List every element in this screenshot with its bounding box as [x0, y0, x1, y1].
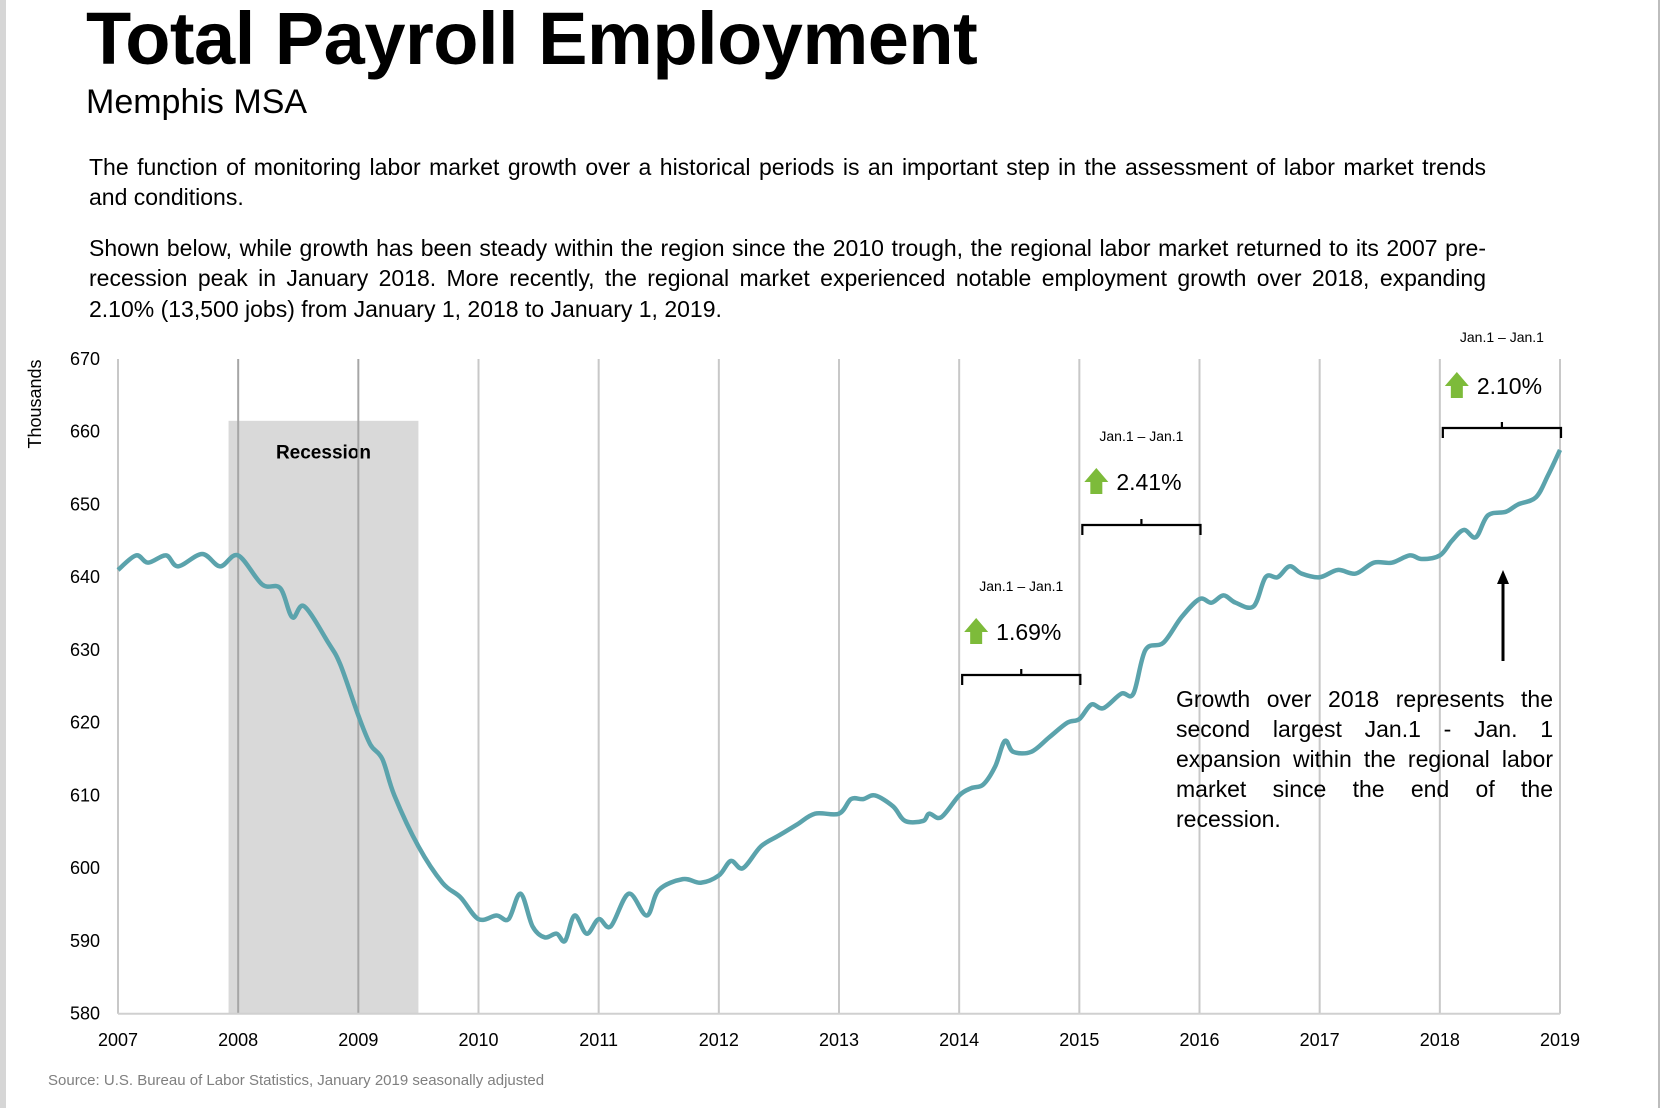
x-tick-label: 2014: [939, 1030, 979, 1050]
y-tick-label: 650: [70, 494, 100, 514]
intro-paragraph: The function of monitoring labor market …: [89, 154, 1486, 211]
x-tick-label: 2010: [458, 1030, 498, 1050]
y-axis-label: Thousands: [25, 359, 45, 448]
x-tick-label: 2012: [699, 1030, 739, 1050]
annotation-period: Jan.1 – Jan.1: [1460, 329, 1544, 345]
annotation-bracket: [1441, 422, 1563, 438]
x-tick-label: 2015: [1059, 1030, 1099, 1050]
growth-annotation: Jan.1 – Jan.1 2.41%: [1081, 428, 1202, 535]
vertical-arrow: [1497, 570, 1509, 661]
up-arrow-icon: [1084, 468, 1109, 494]
x-tick-label: 2013: [819, 1030, 859, 1050]
summary-paragraph: Shown below, while growth has been stead…: [89, 235, 1486, 322]
x-tick-label: 2019: [1540, 1030, 1580, 1050]
up-arrow-icon: [964, 618, 989, 644]
growth-note: Growth over 2018 represents the second l…: [1176, 686, 1553, 832]
growth-annotation: Jan.1 – Jan.1 1.69%: [961, 578, 1082, 685]
x-tick-label: 2007: [98, 1030, 138, 1050]
left-border: [0, 0, 6, 1108]
annotation-change: 2.41%: [1116, 469, 1181, 495]
x-tick-label: 2011: [579, 1030, 618, 1050]
page-subtitle: Memphis MSA: [86, 83, 308, 121]
page-title: Total Payroll Employment: [86, 0, 978, 80]
growth-annotation: Jan.1 – Jan.1 2.10%: [1441, 329, 1563, 438]
x-tick-label: 2009: [338, 1030, 378, 1050]
annotation-change: 2.10%: [1477, 373, 1542, 399]
y-tick-label: 590: [70, 931, 100, 951]
y-tick-label: 600: [70, 858, 100, 878]
annotation-bracket: [1081, 519, 1202, 535]
y-tick-label: 660: [70, 422, 100, 442]
recession-band: [228, 420, 419, 1014]
x-tick-label: 2008: [218, 1030, 258, 1050]
up-arrow-icon: [1444, 372, 1469, 398]
y-tick-label: 630: [70, 640, 100, 660]
y-tick-label: 640: [70, 567, 100, 587]
annotation-period: Jan.1 – Jan.1: [1099, 428, 1183, 444]
x-tick-label: 2018: [1420, 1030, 1460, 1050]
y-tick-label: 620: [70, 713, 100, 733]
recession-label: Recession: [276, 443, 371, 464]
annotation-bracket: [961, 669, 1082, 685]
source-note: Source: U.S. Bureau of Labor Statistics,…: [48, 1072, 545, 1089]
employment-series-line: [116, 448, 1563, 944]
right-border: [1658, 0, 1660, 1108]
x-tick-label: 2017: [1300, 1030, 1340, 1050]
y-tick-label: 610: [70, 785, 100, 805]
y-tick-label: 670: [70, 349, 100, 369]
y-tick-label: 580: [70, 1004, 100, 1024]
x-tick-label: 2016: [1179, 1030, 1219, 1050]
annotation-change: 1.69%: [996, 619, 1061, 645]
annotation-period: Jan.1 – Jan.1: [979, 578, 1063, 594]
